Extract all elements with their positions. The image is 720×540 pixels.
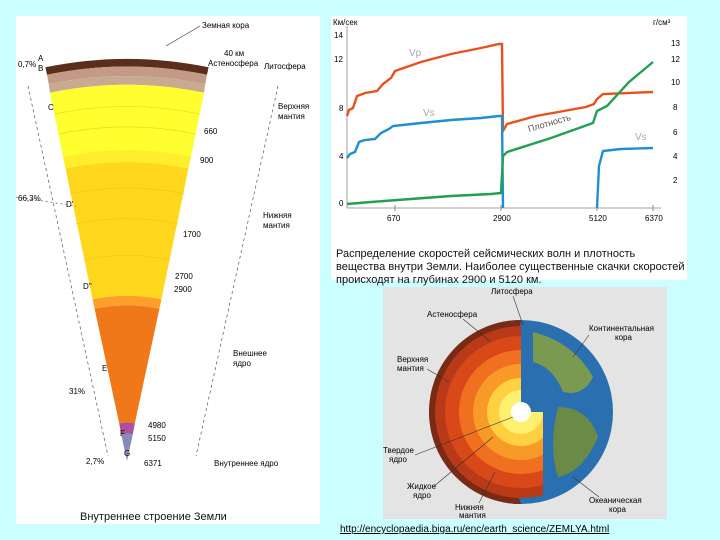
- depth-2900: 2900: [174, 285, 192, 294]
- depth-1700: 1700: [183, 230, 201, 239]
- right-tick: 6: [673, 128, 678, 137]
- globe-asthenosphere-label: Астеносфера: [427, 310, 478, 319]
- letter-e: E: [102, 364, 107, 373]
- globe-lower-mantle-label-1: Нижняя: [455, 503, 484, 512]
- series-density-label: Плотность: [527, 112, 572, 134]
- layer-d2: [92, 295, 162, 309]
- globe-upper-mantle-label-1: Верхняя: [397, 355, 428, 364]
- source-link[interactable]: http://encyclopaedia.biga.ru/enc/earth_s…: [340, 524, 610, 535]
- right-tick: 12: [671, 55, 680, 64]
- right-axis-label: г/см³: [653, 18, 671, 27]
- x-tick: 670: [387, 214, 401, 223]
- seismic-chart: Км/сек г/см³ 14 12 8 4 0 13 12 10 8 6 4 …: [333, 18, 680, 223]
- depth-900: 900: [200, 156, 214, 165]
- chart-caption: Распределение скоростей сейсмических вол…: [336, 248, 685, 286]
- right-tick: 8: [673, 103, 678, 112]
- letter-g: G: [124, 449, 130, 458]
- crust-label: Земная кора: [202, 21, 250, 30]
- left-axis-label: Км/сек: [333, 18, 358, 27]
- layer-crust: [45, 58, 209, 93]
- percent-31: 31%: [69, 387, 85, 396]
- globe-upper-mantle-label-2: мантия: [397, 364, 424, 373]
- series-vs-line: [346, 114, 654, 209]
- inner-core-label: Внутреннее ядро: [214, 459, 279, 468]
- lower-mantle-label-1: Нижняя: [263, 211, 292, 220]
- globe-oceanic-crust-label-1: Океаническая: [589, 496, 642, 505]
- globe-solid-core-label-1: Твердое: [383, 446, 415, 455]
- letter-c: C: [48, 103, 54, 112]
- left-tick: 8: [339, 104, 344, 113]
- lower-mantle-label-2: мантия: [263, 221, 290, 230]
- layer-transition-f: [119, 422, 135, 435]
- depth-2700: 2700: [175, 272, 193, 281]
- left-tick: 14: [334, 31, 343, 40]
- globe-continental-crust-label-2: кора: [615, 333, 632, 342]
- outer-core-label-1: Внешнее: [233, 349, 267, 358]
- depth-4980: 4980: [148, 421, 166, 430]
- percent-07: 0,7%: [18, 60, 36, 69]
- letter-d2: D'': [83, 282, 92, 291]
- series-vp-label: Vp: [409, 48, 422, 59]
- asthenosphere-label: Астеносфера: [208, 59, 259, 68]
- layer-lower-mantle: [65, 162, 189, 300]
- layer-transition: [63, 149, 191, 169]
- series-vp-line: [345, 42, 654, 136]
- depth-6371: 6371: [144, 459, 162, 468]
- globe-lithosphere-label: Литосфера: [491, 287, 533, 296]
- layer-inner-core: [121, 433, 133, 461]
- upper-mantle-label-1: Верхняя: [278, 102, 309, 111]
- series-density-line: [346, 61, 654, 206]
- right-tick: 2: [673, 176, 678, 185]
- upper-mantle-label-2: мантия: [278, 112, 305, 121]
- globe-lower-mantle-label-2: мантия: [459, 511, 486, 519]
- x-tick: 5120: [589, 214, 607, 223]
- left-tick: 12: [334, 55, 343, 64]
- globe-cutaway-diagram: Литосфера Астеносфера Континентальная ко…: [383, 287, 654, 520]
- series-vs-label: Vs: [423, 108, 435, 119]
- percent-66: 66,3%: [18, 194, 41, 203]
- right-tick: 13: [671, 39, 680, 48]
- earth-section-panel: Земная кора 40 км Астеносфера Литосфера …: [15, 16, 320, 524]
- globe-solid-core-label-2: ядро: [389, 455, 407, 464]
- globe-liquid-core-label-1: Жидкое: [407, 482, 437, 491]
- layer-upper-mantle: [50, 84, 204, 157]
- depth-660: 660: [204, 127, 218, 136]
- km40-label: 40 км: [224, 49, 244, 58]
- outer-core-label-2: ядро: [233, 359, 251, 368]
- letter-f: F: [120, 429, 125, 438]
- series-vs-label-2: Vs: [635, 132, 647, 143]
- x-tick: 2900: [493, 214, 511, 223]
- left-tick: 0: [339, 199, 344, 208]
- seismic-chart-panel: Км/сек г/см³ 14 12 8 4 0 13 12 10 8 6 4 …: [331, 16, 687, 280]
- earth-section-diagram: Земная кора 40 км Астеносфера Литосфера …: [15, 21, 309, 468]
- globe-oceanic-crust-label-2: кора: [609, 505, 626, 514]
- depth-5150: 5150: [148, 434, 166, 443]
- left-tick: 4: [339, 152, 344, 161]
- right-tick: 10: [671, 78, 680, 87]
- layer-outer-core: [94, 305, 160, 424]
- globe-liquid-core-label-2: ядро: [413, 491, 431, 500]
- right-tick: 4: [673, 152, 678, 161]
- x-tick: 6370: [645, 214, 663, 223]
- letter-d1: D': [66, 200, 74, 209]
- letter-a: A: [38, 54, 44, 63]
- globe-continental-crust-label-1: Континентальная: [589, 324, 654, 333]
- globe-panel: Литосфера Астеносфера Континентальная ко…: [383, 287, 667, 520]
- letter-b: B: [38, 64, 43, 73]
- lithosphere-label: Литосфера: [264, 62, 306, 71]
- earth-section-title: Внутреннее строение Земли: [80, 511, 227, 523]
- percent-27: 2,7%: [86, 457, 104, 466]
